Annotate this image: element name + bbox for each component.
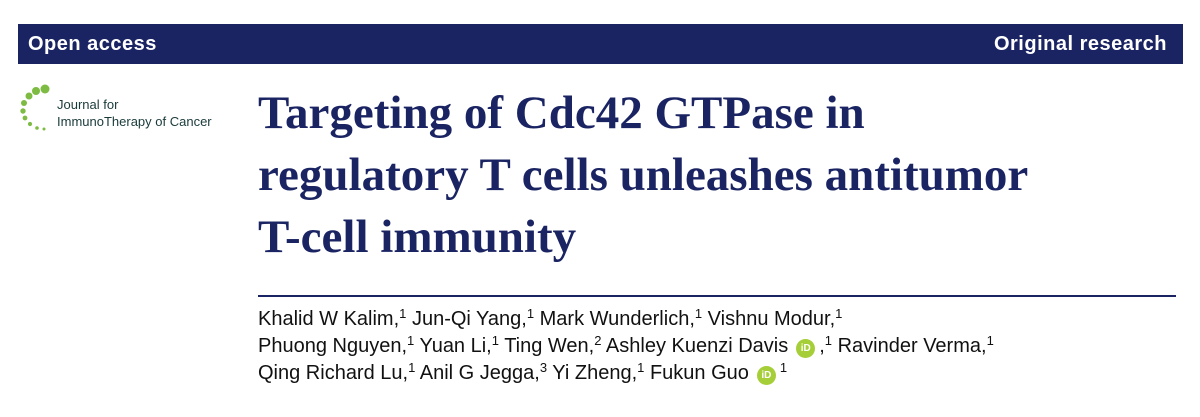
header-bar: Open access Original research [18,24,1183,64]
affiliation: 1 [491,333,499,348]
author-name: Vishnu Modur, [707,308,836,330]
orcid-icon: iD [756,366,776,385]
title-rule [258,295,1176,297]
journal-name: Journal for ImmunoTherapy of Cancer [57,96,212,130]
title-line: T-cell immunity [258,211,577,263]
author-line: Qing Richard Lu,1 Anil G Jegga,3 Yi Zhen… [258,360,994,387]
author-name: Yi Zheng, [552,362,638,384]
affiliation: 1 [835,306,843,321]
affiliation: 1 [637,360,645,375]
author-name: Fukun Guo [649,362,749,384]
author-name: Qing Richard Lu, [258,362,409,384]
affiliation: 1 [399,306,407,321]
author-name: Yuan Li, [419,335,492,357]
journal-line: Journal for [57,97,119,112]
author-name: Khalid W Kalim, [258,308,400,330]
affiliation: 1 [694,306,703,321]
orcid-icon: iD [796,339,816,358]
affiliation: 1 [407,333,415,348]
author-name: Ravinder Verma, [837,335,987,357]
author-name: Anil G Jegga, [419,362,540,384]
journal-logo [20,84,50,131]
affiliation: 3 [539,360,548,375]
article-title: Targeting of Cdc42 GTPase in regulatory T… [258,82,1028,268]
affiliation: 1 [824,333,833,348]
affiliation: 2 [594,333,602,348]
affiliation: 1 [526,306,535,321]
author-punct: , [819,335,825,357]
article-type: Original research [993,33,1167,55]
author-list: Khalid W Kalim,1 Jun-Qi Yang,1 Mark Wund… [258,306,994,387]
author-name: Mark Wunderlich, [539,308,695,330]
affiliation: 1 [986,333,994,348]
access-label: Open access [28,33,157,55]
affiliation: 1 [779,360,788,375]
author-name: Ting Wen, [504,335,595,357]
author-line: Phuong Nguyen,1 Yuan Li,1 Ting Wen,2 Ash… [258,333,994,360]
title-line: Targeting of Cdc42 GTPase in [258,87,865,139]
author-name: Ashley Kuenzi Davis [605,335,789,357]
journal-line: ImmunoTherapy of Cancer [57,114,212,129]
affiliation: 1 [408,360,416,375]
author-line: Khalid W Kalim,1 Jun-Qi Yang,1 Mark Wund… [258,306,994,333]
author-name: Phuong Nguyen, [258,335,408,357]
author-name: Jun-Qi Yang, [411,308,527,330]
title-line: regulatory T cells unleashes antitumor [258,149,1029,201]
